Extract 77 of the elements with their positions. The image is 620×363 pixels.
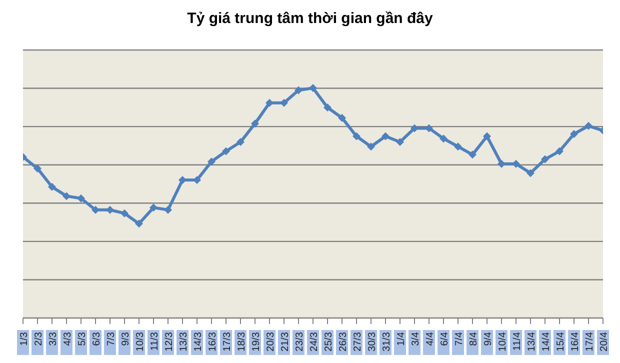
x-tick-label: 19/3: [251, 332, 262, 352]
x-tick-label: 30/3: [367, 332, 378, 352]
point: [135, 220, 143, 228]
chart-title: Tỷ giá trung tâm thời gian gần đây: [186, 9, 434, 29]
point: [309, 84, 317, 92]
x-tick-label: 16/4: [570, 332, 581, 352]
point: [425, 124, 433, 132]
point: [382, 132, 390, 140]
point: [62, 192, 70, 200]
x-tick-label: 6/4: [440, 332, 450, 346]
x-tick-label: 9/4: [483, 332, 494, 346]
x-tick-label: 24/3: [309, 332, 320, 352]
point: [222, 147, 230, 156]
point: [106, 206, 114, 214]
point: [236, 138, 244, 146]
point: [120, 209, 128, 218]
x-tick-label: 11/4: [512, 332, 523, 351]
x-tick-label: 13/3: [178, 332, 190, 352]
x-tick-label: 3/3: [48, 332, 59, 346]
x-tick-label: 7/3: [106, 332, 117, 346]
x-tick-label: 26/3: [338, 332, 349, 352]
point: [556, 147, 564, 156]
x-tick-label: 20/4: [599, 332, 610, 352]
point: [468, 150, 476, 159]
point: [396, 138, 404, 146]
x-tick-label: 15/4: [556, 332, 566, 352]
x-tick-label: 16/3: [208, 332, 218, 352]
point: [164, 206, 172, 214]
x-tick-label: 21/3: [280, 332, 291, 352]
x-tick-label: 8/4: [468, 332, 480, 346]
x-tick-label: 12/3: [164, 332, 175, 352]
point: [570, 130, 578, 138]
x-tick-label: 31/3: [382, 332, 392, 352]
x-tick-label: 11/3: [150, 332, 160, 351]
point: [367, 142, 375, 151]
x-tick-label: 3/4: [410, 332, 422, 346]
point: [352, 132, 360, 140]
x-tick-label: 1/3: [19, 332, 30, 346]
x-tick-label: 7/4: [454, 332, 465, 346]
x-tick-label: 18/3: [236, 332, 248, 352]
x-tick-label: 6/3: [92, 332, 102, 346]
x-tick-label: 10/4: [498, 332, 508, 352]
point: [77, 194, 85, 202]
point: [48, 182, 56, 191]
point: [454, 142, 462, 151]
x-tick-label: 13/4: [526, 332, 538, 352]
x-tick-label: 25/3: [324, 332, 334, 352]
point: [483, 132, 491, 140]
point: [251, 120, 259, 128]
x-tick-label: 23/3: [294, 332, 306, 352]
point: [440, 134, 448, 143]
point: [541, 155, 549, 164]
point: [410, 124, 418, 132]
x-tick-label: 20/3: [266, 332, 276, 352]
point: [324, 104, 332, 112]
point: [150, 204, 158, 212]
x-tick-label: 4/3: [62, 332, 74, 346]
point: [584, 122, 592, 130]
point: [92, 206, 100, 214]
x-tick-label: 14/3: [193, 332, 204, 352]
x-tick-label: 14/4: [541, 332, 552, 352]
x-tick-label: 5/3: [77, 332, 88, 346]
x-tick-label: 17/4: [584, 332, 596, 352]
x-tick-label: 2/3: [34, 332, 44, 346]
point: [294, 86, 302, 94]
point: [280, 98, 288, 107]
point: [266, 98, 274, 107]
x-tick-label: 27/3: [352, 332, 364, 352]
x-tick-label: 1/4: [396, 332, 407, 346]
x-tick-label: 4/4: [425, 332, 436, 346]
x-tick-label: 10/3: [135, 332, 146, 352]
point: [338, 114, 346, 122]
point: [526, 169, 534, 178]
point: [208, 158, 216, 166]
x-tick-label: 9/3: [120, 332, 132, 346]
point: [34, 164, 42, 172]
x-tick-label: 17/3: [222, 332, 233, 352]
